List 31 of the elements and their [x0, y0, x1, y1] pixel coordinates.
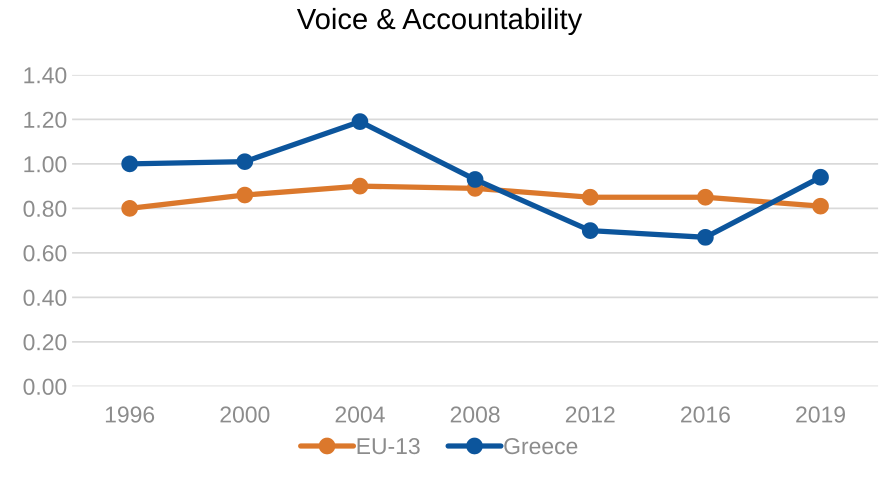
y-tick-label: 1.40 [24, 67, 66, 84]
y-tick-label: 0.40 [24, 290, 66, 306]
chart-title: Voice & Accountability [296, 8, 582, 36]
x-tick-label: 2000 [220, 406, 270, 423]
y-tick-label: 0.00 [24, 378, 66, 395]
point [812, 168, 829, 186]
y-tick-label: 1.20 [24, 112, 66, 128]
point [352, 113, 368, 130]
point [582, 222, 599, 239]
point [812, 198, 829, 214]
point [697, 228, 714, 246]
y-tick-label: 0.60 [24, 245, 66, 262]
x-tick-label: 2004 [336, 406, 385, 423]
point [121, 200, 138, 217]
y-tick-label: 0.20 [24, 334, 66, 350]
x-tick-label: 1996 [106, 406, 154, 423]
legend-label: Greece [504, 438, 578, 454]
point [121, 156, 138, 172]
y-tick-label: 0.80 [24, 200, 66, 217]
point [236, 186, 254, 204]
x-tick-label: 2016 [681, 406, 730, 423]
y-tick-label: 1.00 [24, 156, 66, 172]
point [466, 171, 484, 188]
point [352, 178, 368, 194]
point [582, 188, 599, 206]
point [697, 188, 714, 206]
x-tick-label: 2008 [450, 406, 500, 423]
x-tick-label: 2012 [566, 406, 615, 423]
legend-label: EU-13 [358, 438, 420, 454]
point [236, 153, 254, 170]
x-tick-label: 2019 [796, 406, 845, 423]
